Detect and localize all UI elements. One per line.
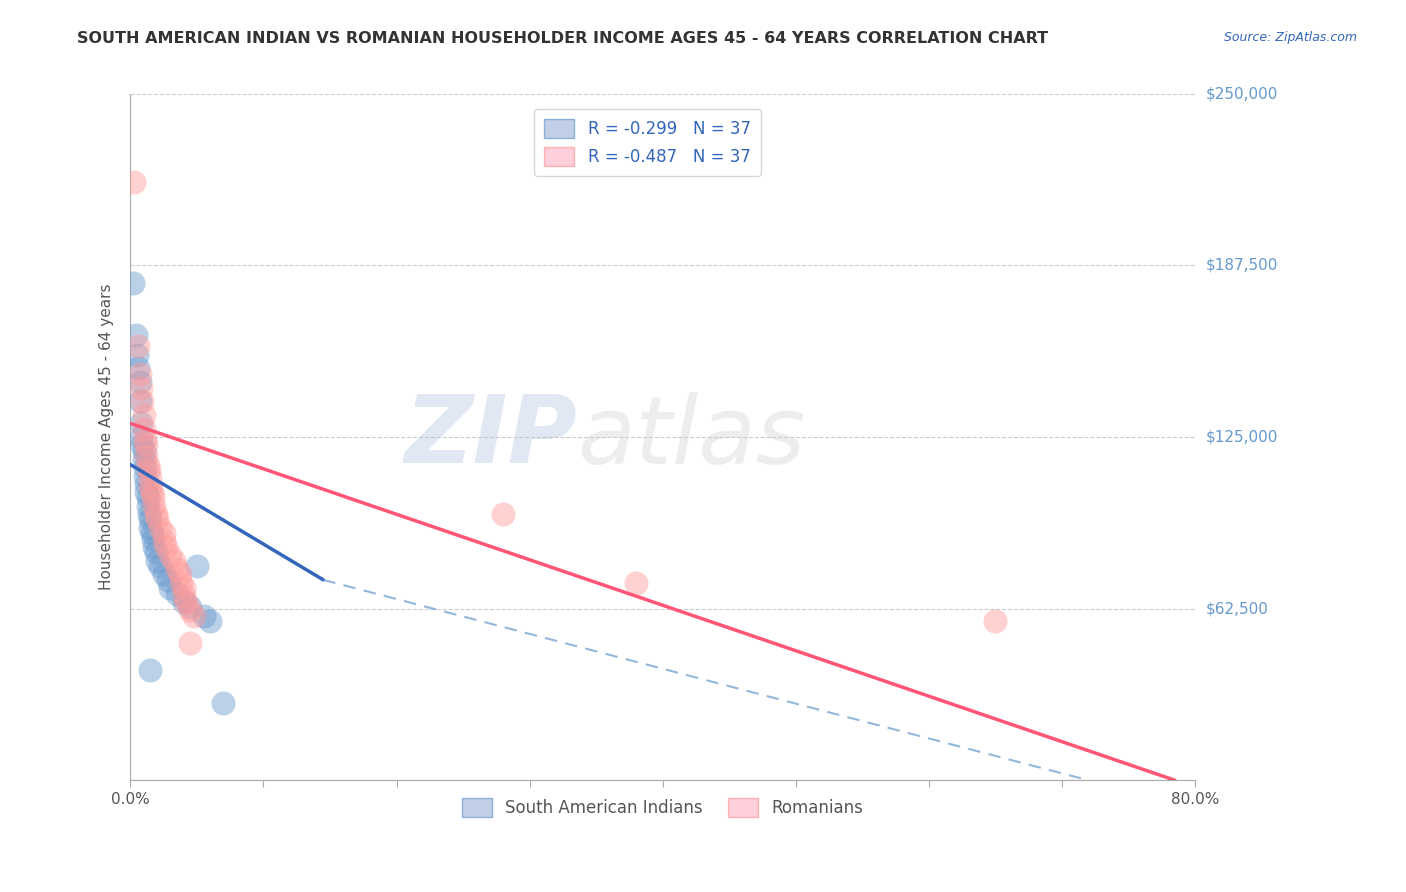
Point — [170, 575, 193, 590]
Point — [152, 534, 174, 549]
Point — [152, 526, 174, 541]
Point — [122, 277, 145, 291]
Legend: South American Indians, Romanians: South American Indians, Romanians — [456, 791, 870, 823]
Point — [136, 458, 159, 472]
Point — [127, 339, 149, 353]
Text: SOUTH AMERICAN INDIAN VS ROMANIAN HOUSEHOLDER INCOME AGES 45 - 64 YEARS CORRELAT: SOUTH AMERICAN INDIAN VS ROMANIAN HOUSEH… — [77, 31, 1049, 46]
Point — [492, 507, 515, 521]
Point — [141, 485, 163, 500]
Text: ZIP: ZIP — [405, 391, 578, 483]
Point — [173, 595, 195, 609]
Point — [149, 559, 172, 574]
Point — [129, 381, 152, 395]
Point — [132, 452, 155, 467]
Point — [128, 375, 150, 389]
Point — [159, 548, 181, 562]
Point — [124, 175, 146, 189]
Text: $62,500: $62,500 — [1206, 601, 1270, 616]
Point — [163, 554, 186, 568]
Point — [166, 562, 188, 576]
Point — [138, 463, 160, 477]
Text: $125,000: $125,000 — [1206, 430, 1278, 444]
Point — [143, 499, 166, 513]
Point — [132, 443, 155, 458]
Point — [134, 468, 156, 483]
Point — [146, 512, 169, 526]
Point — [127, 361, 149, 376]
Point — [135, 438, 157, 452]
Point — [139, 664, 162, 678]
Point — [145, 507, 167, 521]
Point — [131, 394, 153, 409]
Point — [146, 554, 169, 568]
Point — [124, 328, 146, 343]
Point — [135, 485, 157, 500]
Text: $250,000: $250,000 — [1206, 87, 1278, 102]
Point — [128, 367, 150, 381]
Point — [142, 532, 165, 546]
Point — [173, 590, 195, 604]
Point — [152, 567, 174, 582]
Text: Source: ZipAtlas.com: Source: ZipAtlas.com — [1223, 31, 1357, 45]
Point — [179, 603, 201, 617]
Point — [155, 540, 177, 554]
Point — [131, 438, 153, 452]
Point — [179, 600, 201, 615]
Point — [198, 614, 221, 628]
Point — [128, 394, 150, 409]
Point — [125, 348, 148, 362]
Point — [136, 491, 159, 505]
Point — [186, 559, 208, 574]
Point — [129, 417, 152, 431]
Point — [193, 608, 215, 623]
Point — [139, 471, 162, 485]
Point — [138, 507, 160, 521]
Point — [624, 575, 647, 590]
Point — [173, 581, 195, 595]
Text: atlas: atlas — [578, 392, 806, 483]
Point — [129, 430, 152, 444]
Point — [149, 521, 172, 535]
Point — [139, 512, 162, 526]
Point — [132, 408, 155, 422]
Point — [183, 608, 205, 623]
Point — [212, 697, 235, 711]
Point — [166, 586, 188, 600]
Point — [135, 450, 157, 464]
Point — [141, 526, 163, 541]
Point — [139, 479, 162, 493]
Point — [984, 614, 1007, 628]
Point — [156, 573, 179, 587]
Point — [179, 636, 201, 650]
Point — [135, 476, 157, 491]
Text: $187,500: $187,500 — [1206, 258, 1278, 273]
Point — [169, 567, 191, 582]
Point — [134, 460, 156, 475]
Point — [139, 521, 162, 535]
Point — [143, 540, 166, 554]
Point — [134, 433, 156, 447]
Point — [142, 491, 165, 505]
Y-axis label: Householder Income Ages 45 - 64 years: Householder Income Ages 45 - 64 years — [100, 284, 114, 591]
Point — [132, 422, 155, 436]
Point — [136, 499, 159, 513]
Point — [145, 545, 167, 559]
Point — [174, 595, 197, 609]
Point — [159, 581, 181, 595]
